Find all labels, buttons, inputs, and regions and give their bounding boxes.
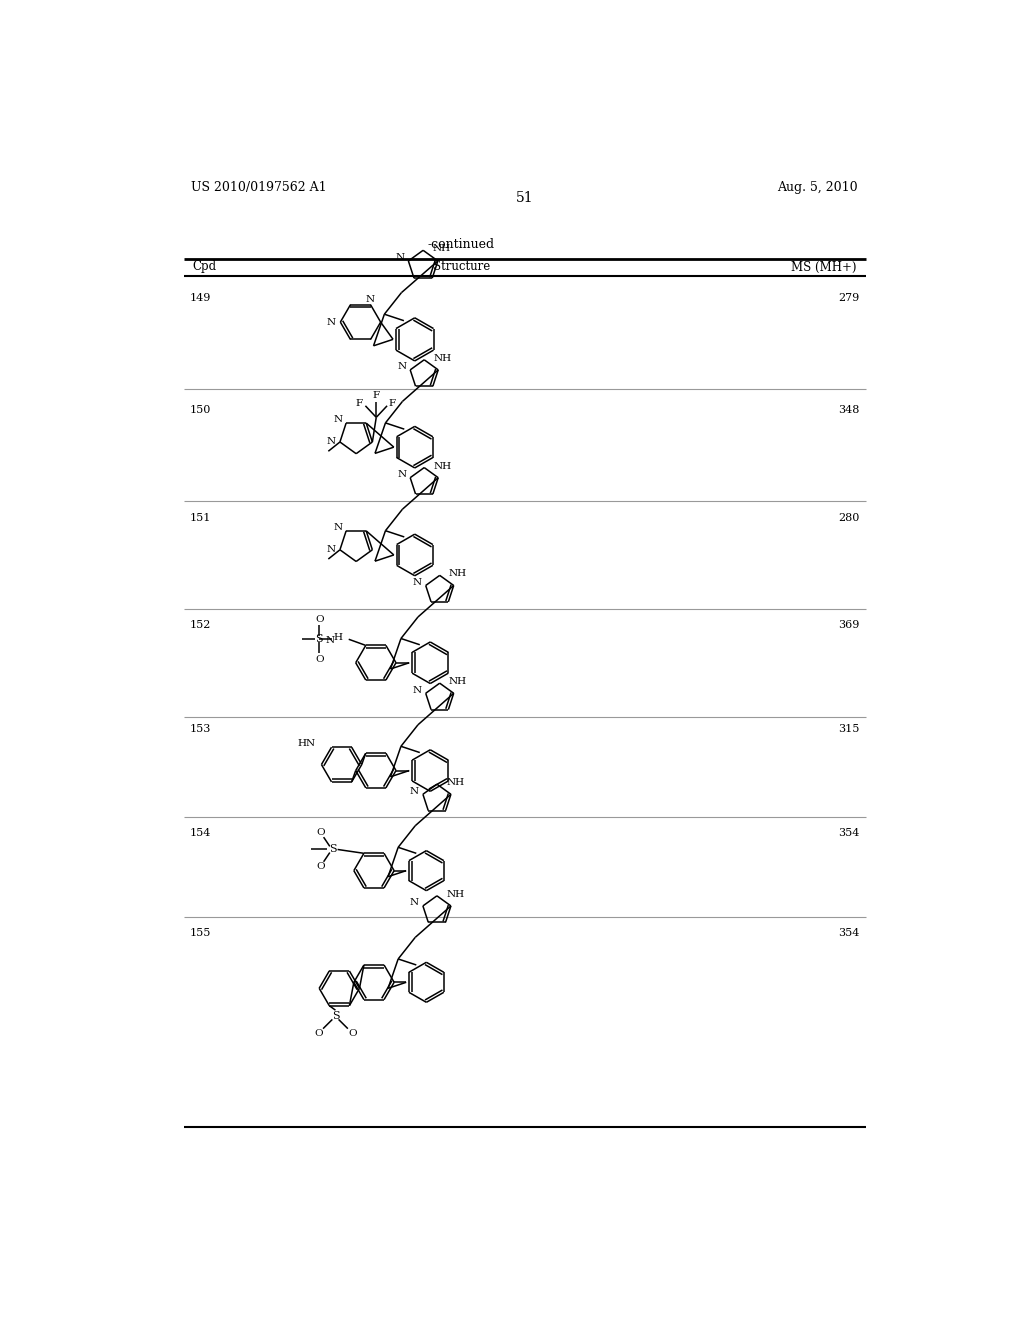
- Text: 315: 315: [839, 725, 860, 734]
- Text: 154: 154: [189, 829, 211, 838]
- Text: NH: NH: [446, 890, 464, 899]
- Text: O: O: [348, 1028, 356, 1038]
- Text: Aug. 5, 2010: Aug. 5, 2010: [777, 181, 858, 194]
- Text: -continued: -continued: [428, 238, 495, 251]
- Text: S: S: [332, 1011, 339, 1022]
- Text: MS (MH+): MS (MH+): [792, 260, 857, 273]
- Text: N: N: [334, 414, 343, 424]
- Text: 153: 153: [189, 725, 211, 734]
- Text: 348: 348: [839, 405, 860, 414]
- Text: 280: 280: [839, 512, 860, 523]
- Text: F: F: [355, 399, 362, 408]
- Text: N: N: [413, 578, 422, 587]
- Text: 152: 152: [189, 620, 211, 631]
- Text: O: O: [316, 862, 325, 871]
- Text: N: N: [327, 545, 335, 554]
- Text: F: F: [373, 391, 380, 400]
- Text: F: F: [388, 399, 395, 408]
- Text: N: N: [397, 362, 407, 371]
- Text: NH: NH: [449, 677, 467, 686]
- Text: 354: 354: [839, 928, 860, 939]
- Text: S: S: [329, 845, 337, 854]
- Text: US 2010/0197562 A1: US 2010/0197562 A1: [191, 181, 327, 194]
- Text: N: N: [413, 685, 422, 694]
- Text: O: O: [316, 828, 325, 837]
- Text: Structure: Structure: [433, 260, 489, 273]
- Text: NH: NH: [433, 354, 452, 363]
- Text: 155: 155: [189, 928, 211, 939]
- Text: NH: NH: [433, 462, 452, 470]
- Text: NH: NH: [449, 569, 467, 578]
- Text: N: N: [410, 899, 419, 907]
- Text: N: N: [327, 437, 335, 446]
- Text: O: O: [314, 1028, 323, 1038]
- Text: 151: 151: [189, 512, 211, 523]
- Text: O: O: [315, 655, 324, 664]
- Text: NH: NH: [432, 244, 451, 253]
- Text: N: N: [395, 253, 404, 263]
- Text: 150: 150: [189, 405, 211, 414]
- Text: O: O: [315, 615, 324, 624]
- Text: N: N: [397, 470, 407, 479]
- Text: Cpd: Cpd: [193, 260, 217, 273]
- Text: N: N: [366, 294, 375, 304]
- Text: 354: 354: [839, 829, 860, 838]
- Text: N: N: [327, 318, 336, 326]
- Text: N: N: [326, 636, 335, 645]
- Text: HN: HN: [298, 739, 316, 748]
- Text: H: H: [334, 634, 342, 643]
- Text: N: N: [334, 523, 343, 532]
- Text: NH: NH: [446, 777, 464, 787]
- Text: N: N: [410, 787, 419, 796]
- Text: S: S: [315, 634, 324, 644]
- Text: 51: 51: [516, 191, 534, 206]
- Text: 369: 369: [839, 620, 860, 631]
- Text: 149: 149: [189, 293, 211, 304]
- Text: 279: 279: [839, 293, 860, 304]
